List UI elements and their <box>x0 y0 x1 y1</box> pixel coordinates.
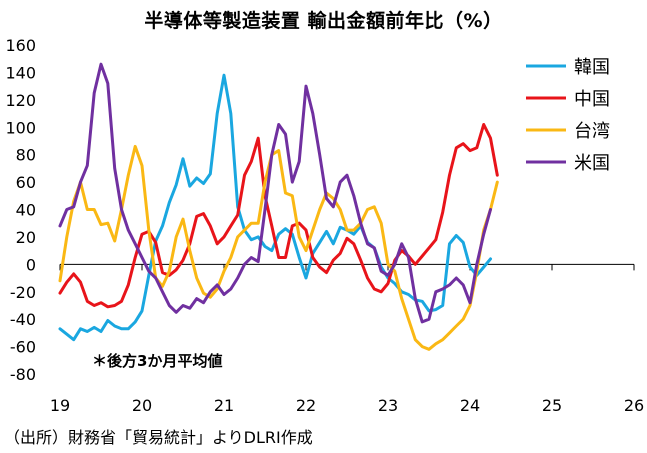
series-lines <box>58 62 499 351</box>
y-tick-label: 80 <box>16 146 36 165</box>
legend-label: 韓国 <box>574 57 610 78</box>
y-tick-label: -20 <box>10 283 36 302</box>
legend-label: 米国 <box>574 153 610 174</box>
legend-label: 台湾 <box>574 121 610 142</box>
series-line-3 <box>58 62 492 324</box>
y-tick-label: -80 <box>10 365 36 384</box>
x-tick-label: 26 <box>624 396 644 415</box>
y-tick-label: 20 <box>16 228 36 247</box>
y-tick-label: 160 <box>5 36 36 55</box>
x-tick-label: 25 <box>542 396 562 415</box>
x-tick-label: 24 <box>460 396 480 415</box>
x-tick-label: 20 <box>132 396 152 415</box>
y-tick-label: 0 <box>26 255 36 274</box>
y-tick-label: 120 <box>5 91 36 110</box>
source-note: （出所）財務省「貿易統計」よりDLRI作成 <box>4 428 313 447</box>
x-tick-label: 22 <box>296 396 316 415</box>
x-tick-label: 21 <box>214 396 234 415</box>
y-tick-label: -60 <box>10 338 36 357</box>
chart-note: ＊後方3か月平均値 <box>92 352 223 370</box>
y-tick-label: 60 <box>16 173 36 192</box>
x-tick-label: 23 <box>378 396 398 415</box>
series-line-0 <box>58 73 492 342</box>
y-tick-label: -40 <box>10 310 36 329</box>
series-line-2 <box>58 144 499 351</box>
y-tick-label: 100 <box>5 118 36 137</box>
axes: -80 -60 -40 -20 0 20 40 60 80 100 120 140 160 19 20 21 2… <box>5 36 644 415</box>
y-tick-label: 140 <box>5 63 36 82</box>
y-tick-label: 40 <box>16 201 36 220</box>
x-tick-label: 19 <box>50 396 70 415</box>
series-line-1 <box>58 123 499 309</box>
legend-label: 中国 <box>574 89 610 110</box>
chart-title: 半導体等製造装置 輸出金額前年比（%） <box>144 10 503 32</box>
